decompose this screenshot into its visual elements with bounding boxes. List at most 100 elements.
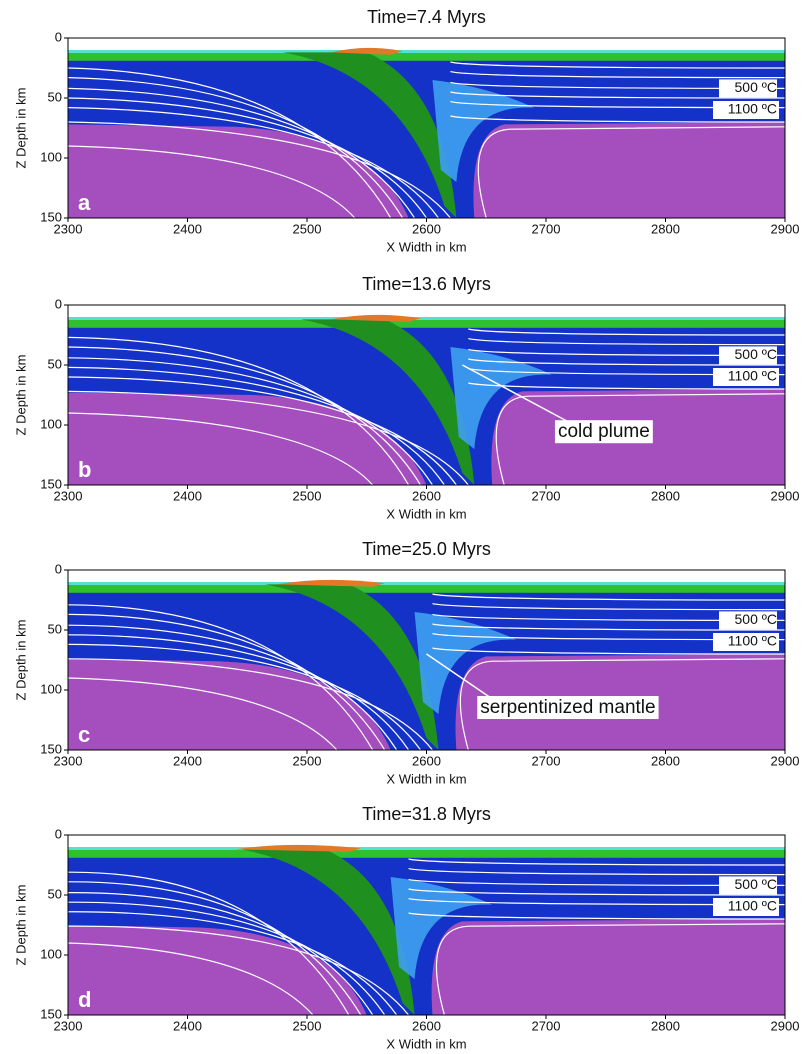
x-tick-label: 2900 bbox=[771, 488, 800, 503]
y-tick-label: 0 bbox=[55, 29, 62, 44]
isotherm bbox=[408, 912, 785, 920]
slab-crust bbox=[265, 584, 439, 750]
isotherm bbox=[68, 891, 374, 1015]
y-tick-label: 0 bbox=[55, 296, 62, 311]
model-field bbox=[68, 305, 785, 485]
isotherm bbox=[68, 336, 410, 485]
x-tick-label: 2300 bbox=[54, 1018, 83, 1033]
x-tick-label: 2900 bbox=[771, 753, 800, 768]
isotherm bbox=[68, 357, 433, 485]
y-tick-label: 50 bbox=[48, 886, 62, 901]
y-tick-label: 150 bbox=[40, 209, 62, 224]
isotherm bbox=[68, 412, 374, 485]
isotherm bbox=[68, 925, 410, 1015]
isotherm bbox=[68, 87, 416, 218]
panel-letter: b bbox=[78, 457, 91, 482]
mantle-right bbox=[473, 122, 785, 218]
iso-label: 1100 ºC bbox=[728, 633, 777, 649]
isotherm bbox=[68, 942, 314, 1015]
panel-title: Time=13.6 Myrs bbox=[362, 274, 491, 294]
iso-label: 500 ºC bbox=[735, 876, 777, 892]
y-tick-label: 150 bbox=[40, 1006, 62, 1021]
isotherm bbox=[68, 634, 410, 750]
isotherm bbox=[68, 677, 338, 750]
y-tick-label: 100 bbox=[40, 946, 62, 961]
sediment bbox=[68, 582, 785, 585]
x-axis-label: X Width in km bbox=[386, 1036, 466, 1051]
model-field bbox=[68, 38, 785, 218]
isotherm bbox=[68, 911, 398, 1015]
panel: Time=31.8 Myrs 500 ºC 1100 ºC d 2300 2400 2500… bbox=[13, 804, 799, 1052]
deposits bbox=[330, 314, 421, 322]
isotherm bbox=[432, 623, 785, 631]
isotherm bbox=[68, 881, 362, 1015]
isotherm bbox=[468, 358, 785, 366]
model-field bbox=[68, 835, 785, 1015]
iso-label: 1100 ºC bbox=[728, 898, 777, 914]
x-tick-label: 2700 bbox=[532, 1018, 561, 1033]
isotherm bbox=[495, 393, 785, 485]
y-tick-label: 0 bbox=[55, 561, 62, 576]
isotherm bbox=[408, 898, 785, 906]
sediment bbox=[68, 847, 785, 850]
isotherm bbox=[68, 658, 433, 750]
x-tick-label: 2400 bbox=[173, 753, 202, 768]
crust bbox=[68, 849, 785, 858]
crust bbox=[68, 584, 785, 593]
isotherm bbox=[432, 633, 785, 641]
panel-letter: c bbox=[78, 722, 90, 747]
x-tick-label: 2900 bbox=[771, 1018, 800, 1033]
slab-crust bbox=[283, 52, 457, 218]
isotherm bbox=[408, 878, 785, 886]
isotherm bbox=[68, 121, 451, 218]
x-axis-label: X Width in km bbox=[386, 506, 466, 521]
x-tick-label: 2800 bbox=[651, 1018, 680, 1033]
x-tick-label: 2500 bbox=[293, 1018, 322, 1033]
slab-crust bbox=[241, 849, 415, 1015]
panel-title: Time=7.4 Myrs bbox=[367, 7, 486, 27]
y-tick-label: 0 bbox=[55, 826, 62, 841]
isotherm bbox=[468, 382, 785, 390]
isotherm bbox=[68, 97, 427, 218]
x-tick-label: 2500 bbox=[293, 221, 322, 236]
isotherm bbox=[432, 647, 785, 655]
isotherm bbox=[435, 923, 785, 1015]
x-tick-label: 2400 bbox=[173, 1018, 202, 1033]
x-tick-label: 2300 bbox=[54, 753, 83, 768]
panel: Time=7.4 Myrs 500 ºC 1100 ºC a 2300 2400 2500 2… bbox=[13, 7, 799, 255]
callout: serpentinized mantle bbox=[480, 697, 655, 718]
isotherm bbox=[68, 77, 404, 218]
isotherm bbox=[68, 107, 439, 218]
iso-label-box bbox=[713, 368, 779, 386]
mantle-left bbox=[68, 392, 427, 485]
y-tick-label: 100 bbox=[40, 149, 62, 164]
x-tick-label: 2700 bbox=[532, 488, 561, 503]
x-tick-label: 2700 bbox=[532, 753, 561, 768]
x-tick-label: 2600 bbox=[412, 221, 441, 236]
isotherm bbox=[408, 868, 785, 876]
isotherm bbox=[68, 346, 422, 485]
isotherm bbox=[68, 901, 386, 1015]
callout-box bbox=[554, 420, 653, 444]
y-tick-label: 100 bbox=[40, 681, 62, 696]
isotherm bbox=[450, 61, 785, 69]
x-axis-label: X Width in km bbox=[386, 771, 466, 786]
iso-label: 500 ºC bbox=[735, 611, 777, 627]
isotherm bbox=[68, 145, 356, 218]
x-tick-label: 2600 bbox=[412, 1018, 441, 1033]
isotherm bbox=[450, 101, 785, 109]
sediment bbox=[68, 50, 785, 53]
isotherm bbox=[450, 81, 785, 89]
iso-label-box bbox=[719, 79, 777, 98]
panel-title: Time=31.8 Myrs bbox=[362, 804, 491, 824]
panel: Time=25.0 Myrs 500 ºC 1100 ºC serpentinized… bbox=[13, 539, 799, 787]
x-tick-label: 2800 bbox=[651, 753, 680, 768]
isotherm bbox=[68, 643, 422, 750]
y-tick-label: 100 bbox=[40, 416, 62, 431]
isotherm bbox=[468, 338, 785, 346]
isotherm bbox=[477, 126, 785, 218]
mantle-left bbox=[68, 925, 367, 1015]
y-tick-label: 50 bbox=[48, 89, 62, 104]
iso-label-box bbox=[719, 611, 777, 630]
leader bbox=[426, 653, 491, 698]
